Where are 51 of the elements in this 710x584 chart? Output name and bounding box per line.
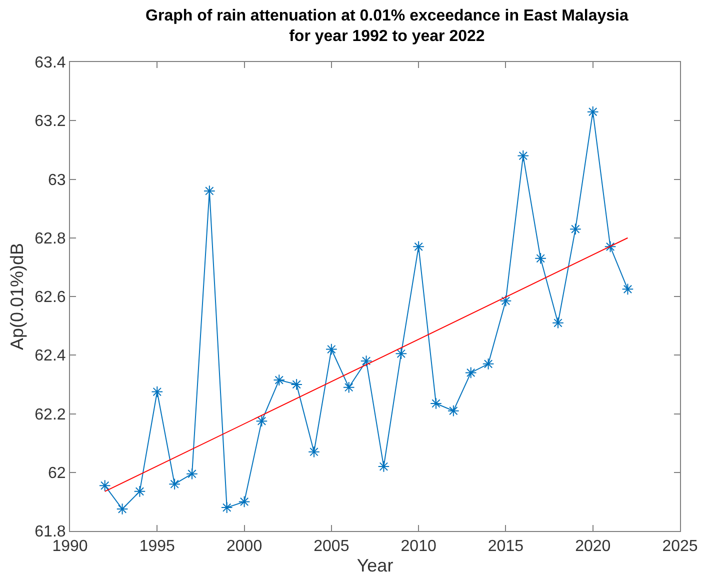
point	[256, 415, 268, 427]
chart-title: Graph of rain attenuation at 0.01% exceedance in East Malaysia for year 1992 to year 2022	[146, 7, 628, 46]
point	[500, 295, 512, 307]
point	[342, 381, 355, 394]
y-tick-label: 63	[48, 172, 66, 189]
y-tick-label: 62.8	[34, 230, 66, 248]
x-tick-label: 2020	[575, 538, 611, 556]
y-tick-label: 61.8	[34, 524, 66, 541]
point	[98, 480, 111, 492]
point	[168, 478, 180, 490]
point	[395, 348, 408, 360]
y-axis-title: Ap(0.01%)dB	[6, 242, 27, 350]
point	[308, 446, 320, 458]
point	[570, 223, 582, 235]
point	[622, 283, 634, 296]
point	[412, 240, 424, 253]
point	[552, 316, 564, 329]
point	[534, 252, 546, 264]
point	[448, 404, 460, 417]
y-tick-label: 62	[48, 464, 66, 482]
point	[360, 355, 372, 367]
point	[134, 486, 146, 498]
point	[517, 150, 530, 162]
x-tick-label: 2010	[400, 538, 436, 556]
point	[186, 468, 198, 480]
x-axis-title: Year	[356, 555, 394, 576]
x-tick-label: 2015	[488, 538, 524, 556]
y-tick-label: 63.4	[34, 54, 66, 72]
point	[116, 503, 128, 515]
x-tick-label: 2025	[662, 538, 698, 556]
y-tick-label: 62.6	[34, 289, 66, 306]
point	[238, 496, 250, 508]
point	[151, 386, 164, 398]
point	[204, 185, 216, 197]
y-tick-label: 63.2	[34, 113, 66, 130]
point	[464, 366, 477, 379]
point	[273, 374, 286, 386]
point	[604, 240, 616, 253]
point	[220, 502, 233, 514]
point	[326, 343, 338, 356]
y-tick-label: 62.4	[34, 348, 66, 365]
x-tick-label: 2000	[226, 538, 262, 556]
point	[430, 398, 442, 410]
x-tick-label: 1995	[139, 538, 176, 556]
y-tick-label: 62.2	[34, 406, 66, 424]
point	[378, 460, 390, 472]
point	[482, 358, 494, 370]
x-tick-label: 2005	[314, 538, 350, 556]
x-tick-label: 1990	[52, 538, 88, 556]
point	[290, 378, 302, 390]
point	[586, 106, 599, 118]
